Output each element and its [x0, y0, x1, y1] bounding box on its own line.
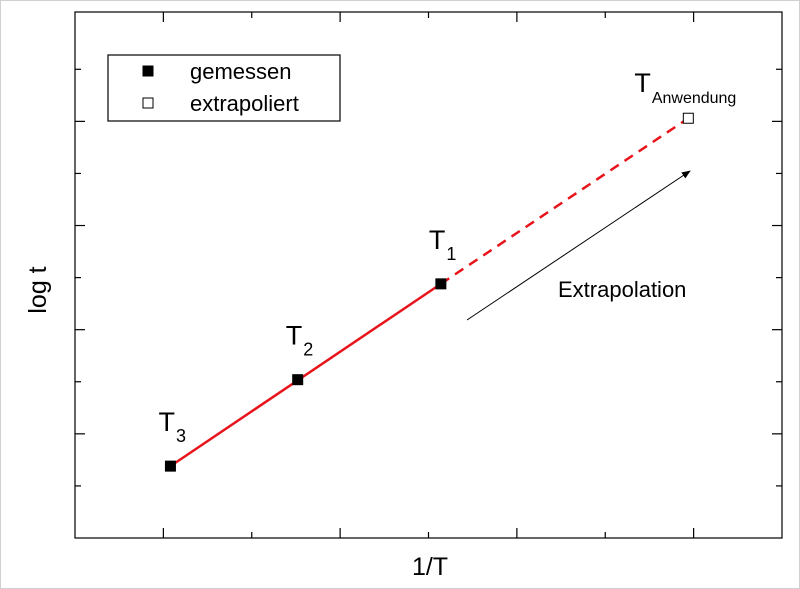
arrow — [466, 170, 691, 321]
legend-label: gemessen — [190, 59, 292, 84]
x-axis-label: 1/T — [412, 553, 448, 581]
point-label-main: T — [286, 321, 303, 351]
point — [164, 460, 176, 472]
point-label-main: T — [429, 225, 446, 255]
point-label: TAnwendung — [634, 68, 736, 107]
point-label: T1 — [429, 225, 457, 264]
legend-marker — [142, 65, 154, 77]
point-label-sub: 2 — [303, 340, 313, 360]
point-label: T3 — [158, 407, 186, 446]
y-axis-label: log t — [24, 266, 52, 313]
point — [292, 374, 304, 386]
point — [682, 112, 694, 124]
point — [435, 278, 447, 290]
point-label-sub: 1 — [446, 244, 456, 264]
point-label-main: T — [634, 68, 651, 98]
point-label-sub: 3 — [176, 426, 186, 446]
legend-marker — [142, 97, 154, 109]
point-label-main: T — [158, 407, 175, 437]
fit-line — [169, 282, 442, 468]
point-label-sub: Anwendung — [652, 90, 737, 107]
legend-label: extrapoliert — [190, 91, 299, 116]
annotation: Extrapolation — [558, 277, 686, 302]
point-label: T2 — [286, 321, 314, 360]
